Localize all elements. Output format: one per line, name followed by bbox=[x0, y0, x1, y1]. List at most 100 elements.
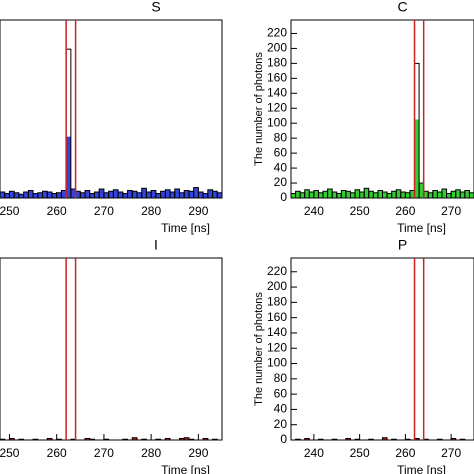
histogram-bar bbox=[28, 190, 34, 198]
histogram-bar bbox=[382, 437, 388, 440]
histogram-bar bbox=[217, 192, 222, 198]
x-tick-label: 250 bbox=[0, 204, 20, 218]
panel-title: I bbox=[154, 237, 158, 253]
plot-frame bbox=[0, 19, 223, 199]
histogram-bar bbox=[451, 191, 456, 198]
histogram-bar bbox=[313, 190, 319, 198]
y-tick-label: 100 bbox=[267, 115, 287, 129]
histogram-bar bbox=[132, 437, 137, 440]
histogram-bar bbox=[155, 193, 161, 198]
histogram-bar bbox=[409, 190, 415, 198]
histogram-bar bbox=[118, 192, 123, 198]
histogram-bar bbox=[345, 438, 351, 440]
histogram-bar bbox=[131, 437, 138, 441]
histogram-bar bbox=[8, 437, 15, 441]
histogram-bar bbox=[151, 190, 156, 198]
y-axis-label: The number of photons bbox=[253, 52, 265, 166]
histogram-bar bbox=[188, 438, 195, 441]
histogram-bar bbox=[99, 189, 104, 198]
histogram-bar bbox=[122, 438, 129, 441]
histogram-bar bbox=[364, 188, 369, 198]
histogram-bar bbox=[396, 189, 401, 198]
histogram-bar bbox=[391, 438, 397, 441]
histogram-bar bbox=[377, 190, 383, 198]
histogram-bar bbox=[103, 438, 110, 441]
histogram-bar bbox=[113, 189, 119, 198]
histogram-bar bbox=[459, 438, 466, 441]
histogram-bar bbox=[179, 192, 185, 198]
y-tick-label: 160 bbox=[267, 71, 287, 85]
histogram-bar bbox=[441, 189, 447, 198]
histogram-bar bbox=[18, 438, 25, 441]
histogram-bar bbox=[184, 190, 189, 198]
histogram-bar bbox=[160, 191, 166, 198]
histogram-bar bbox=[42, 191, 48, 198]
y-tick-label: 200 bbox=[267, 279, 287, 293]
histogram-bar bbox=[350, 192, 356, 198]
histogram-bar bbox=[184, 437, 189, 440]
x-tick-label: 270 bbox=[94, 446, 114, 460]
histogram-bar bbox=[179, 438, 185, 440]
x-tick-label: 290 bbox=[188, 446, 208, 460]
histogram-bar bbox=[47, 192, 52, 198]
histogram-bar bbox=[317, 438, 324, 441]
histogram-bar bbox=[66, 136, 71, 198]
histogram-bar bbox=[188, 191, 194, 198]
y-tick-label: 140 bbox=[267, 85, 287, 99]
histogram-bar bbox=[56, 192, 62, 198]
histogram-bar bbox=[432, 190, 438, 198]
x-tick-label: 270 bbox=[94, 204, 114, 218]
histogram-bar bbox=[404, 438, 411, 441]
y-tick-label: 60 bbox=[274, 386, 288, 400]
histogram-bar bbox=[18, 194, 24, 198]
histogram-bar bbox=[89, 438, 95, 441]
y-tick-label: 120 bbox=[267, 340, 287, 354]
histogram-bar bbox=[355, 189, 360, 198]
histogram-bar bbox=[127, 190, 133, 198]
x-tick-label: 280 bbox=[141, 446, 161, 460]
panel-title: P bbox=[398, 237, 407, 253]
histogram-bar bbox=[451, 438, 456, 440]
histogram-bar bbox=[141, 438, 147, 441]
histogram-bar bbox=[400, 192, 406, 198]
histogram-bar bbox=[304, 189, 310, 198]
histogram-bar bbox=[345, 191, 351, 198]
y-tick-label: 60 bbox=[274, 145, 288, 159]
histogram-bar bbox=[423, 191, 429, 198]
y-tick-label: 40 bbox=[274, 402, 288, 416]
histogram-bar bbox=[75, 191, 81, 198]
x-axis-label: Time [ns] bbox=[161, 463, 210, 474]
histogram-bar bbox=[419, 183, 424, 198]
x-axis-label: Time [ns] bbox=[397, 463, 446, 474]
histogram-bar bbox=[469, 192, 474, 198]
x-tick-label: 260 bbox=[47, 204, 67, 218]
y-tick-label: 0 bbox=[280, 190, 287, 204]
x-tick-label: 240 bbox=[304, 446, 324, 460]
histogram-bar bbox=[33, 193, 38, 198]
histogram-bar bbox=[85, 190, 90, 198]
histogram-bar bbox=[291, 193, 296, 198]
histogram-bar bbox=[295, 191, 301, 198]
histogram-bar bbox=[405, 192, 410, 198]
histogram-bar bbox=[216, 192, 223, 199]
histogram-bar bbox=[309, 192, 314, 198]
panel-title: S bbox=[151, 0, 160, 15]
x-tick-label: 250 bbox=[0, 446, 20, 460]
histogram-bar bbox=[446, 193, 452, 198]
x-tick-label: 260 bbox=[395, 204, 415, 218]
histogram-bar bbox=[136, 192, 142, 198]
x-tick-label: 270 bbox=[441, 446, 461, 460]
y-tick-label: 80 bbox=[274, 371, 288, 385]
histogram-bar bbox=[382, 192, 388, 198]
histogram-bar bbox=[300, 192, 305, 198]
histogram-bar bbox=[165, 438, 171, 440]
histogram-bar bbox=[203, 438, 208, 440]
x-tick-label: 240 bbox=[304, 204, 324, 218]
y-tick-label: 160 bbox=[267, 310, 287, 324]
histogram-bar bbox=[80, 192, 86, 198]
histogram-bar bbox=[47, 438, 52, 440]
panel-title: C bbox=[397, 0, 407, 15]
histogram-bar bbox=[70, 189, 76, 198]
